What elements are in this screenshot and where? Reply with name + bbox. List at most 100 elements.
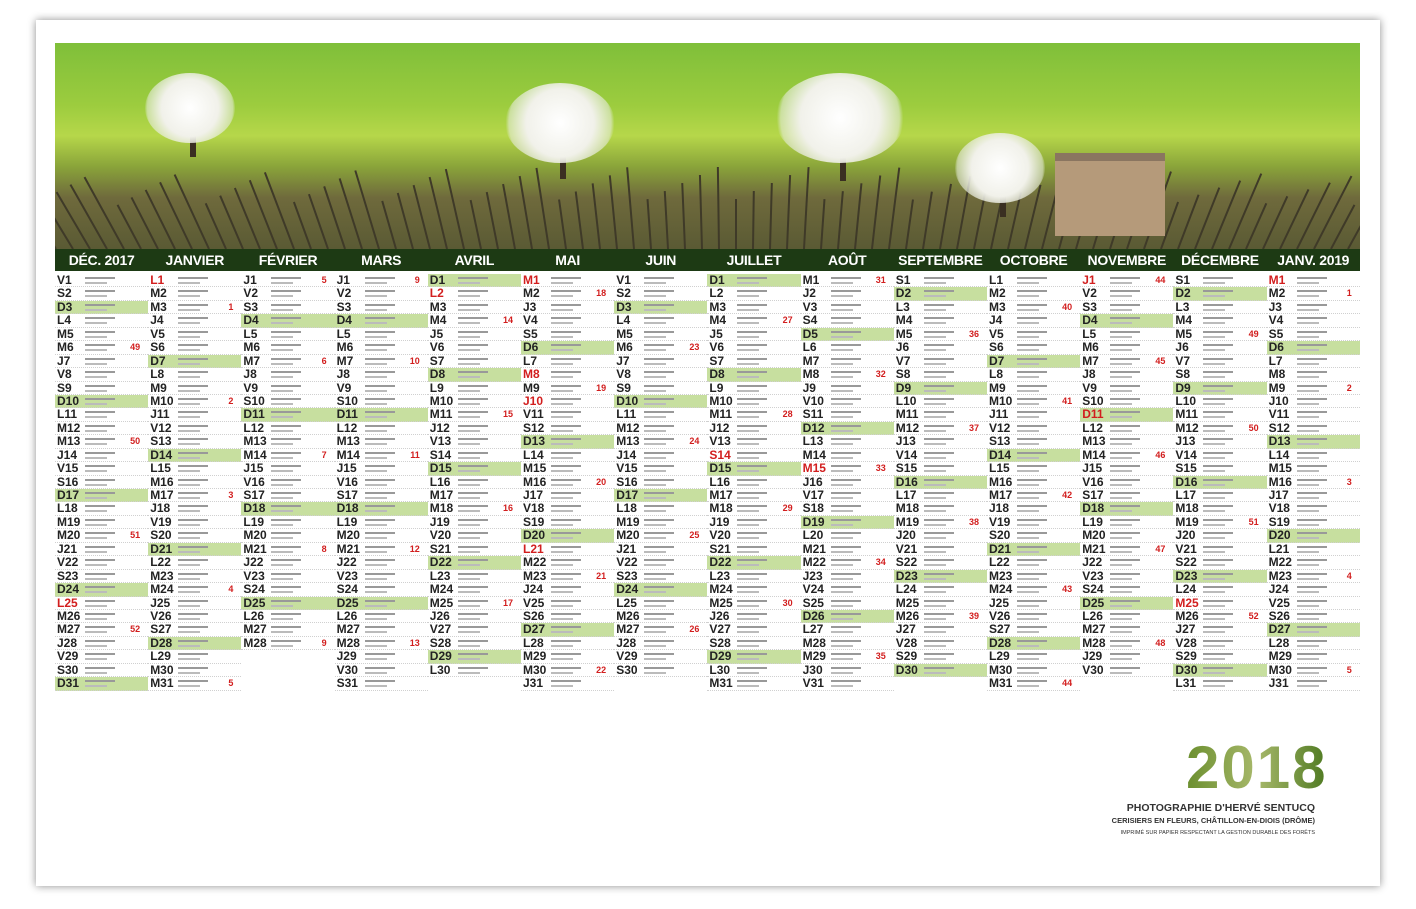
day-row: D23 — [893, 569, 987, 584]
saint-name — [644, 424, 675, 427]
saint-name — [737, 617, 760, 620]
day-row: J22 — [334, 556, 428, 570]
day-row: S10 — [241, 394, 335, 409]
day-label: L22 — [150, 555, 171, 570]
day-label: J29 — [1082, 649, 1103, 664]
day-row: L17 — [1173, 489, 1267, 503]
day-row: L28 — [1266, 636, 1360, 651]
saint-name — [1110, 532, 1141, 535]
vine-row — [469, 199, 482, 249]
day-label: J31 — [1268, 676, 1289, 691]
day-row: M29 — [521, 650, 615, 664]
saint-name — [364, 308, 387, 311]
day-label: M6 — [336, 340, 354, 355]
saint-name — [178, 303, 209, 306]
saint-name — [178, 639, 209, 642]
day-label: L8 — [150, 367, 165, 382]
saint-name — [551, 572, 581, 575]
saint-name — [271, 497, 294, 499]
saint-name — [1017, 644, 1039, 647]
day-label: J21 — [57, 541, 78, 556]
saint-name — [1110, 559, 1141, 562]
saint-name — [1296, 666, 1327, 669]
saint-name — [737, 371, 768, 374]
saint-name — [1017, 492, 1047, 494]
saint-name — [830, 429, 853, 432]
day-row: V14 — [1173, 448, 1267, 463]
saint-name — [737, 559, 768, 562]
day-row: D23 — [1173, 569, 1267, 584]
saint-name — [830, 397, 861, 400]
day-row: J22 — [1080, 556, 1174, 570]
day-row: L21 — [521, 542, 615, 557]
day-label: L26 — [1082, 608, 1103, 623]
day-row: L24 — [1173, 583, 1267, 597]
day-row: M26 52 — [1173, 609, 1267, 624]
saint-name — [85, 666, 115, 669]
saint-name — [1296, 376, 1319, 379]
day-label: J21 — [616, 541, 637, 556]
saint-name — [644, 344, 675, 347]
saint-name — [364, 523, 387, 526]
day-row: M26 — [55, 609, 149, 624]
saint-name — [551, 559, 581, 562]
saint-name — [85, 465, 115, 468]
saint-name — [1203, 438, 1234, 441]
saint-name — [271, 612, 302, 615]
saint-name — [178, 335, 201, 338]
saint-name — [1110, 644, 1133, 647]
day-label: V16 — [243, 474, 265, 489]
day-row: D16 — [1173, 475, 1267, 489]
saint-name — [1296, 483, 1319, 486]
day-label: M21 — [802, 541, 826, 556]
day-row: V21 — [893, 542, 987, 557]
saint-name — [830, 335, 853, 338]
saint-name — [923, 322, 946, 325]
saint-name — [923, 545, 954, 548]
week-number: 42 — [1062, 490, 1073, 500]
saint-name — [1296, 478, 1327, 481]
saint-name — [551, 604, 573, 607]
saint-name — [1017, 604, 1039, 607]
day-label: D18 — [336, 501, 359, 516]
day-list: J1 5 V2 S3 D4 L5 M6 M7 6 J8 V9 S10 D11 L12 M13 M14 7 J15 V… — [241, 274, 335, 651]
week-number: 23 — [689, 342, 700, 353]
day-label: J25 — [989, 595, 1010, 610]
saint-name — [551, 322, 573, 325]
saint-name — [1110, 277, 1141, 279]
saint-name — [364, 631, 387, 634]
day-label: M10 — [429, 393, 454, 408]
day-label: M25 — [429, 595, 454, 610]
saint-name — [1203, 577, 1226, 580]
saint-name — [737, 680, 768, 683]
day-row: M12 — [55, 421, 149, 436]
saint-name — [644, 322, 667, 325]
saint-name — [737, 577, 760, 580]
saint-name — [644, 483, 667, 486]
saint-name — [364, 545, 395, 548]
day-label: M27 — [243, 622, 267, 637]
day-label: M4 — [709, 313, 727, 328]
day-label: M29 — [802, 649, 826, 664]
day-row: D22 — [707, 556, 801, 570]
day-label: V7 — [1175, 353, 1191, 368]
day-label: D1 — [709, 273, 725, 287]
day-row: L27 — [800, 623, 894, 637]
day-row: L8 — [148, 367, 242, 382]
saint-name — [1017, 282, 1039, 284]
saint-name — [644, 586, 675, 589]
saint-name — [830, 465, 861, 468]
day-label: V22 — [57, 555, 79, 570]
day-row: S22 — [1173, 556, 1267, 570]
vine-row — [55, 191, 91, 249]
saint-name — [1203, 308, 1226, 311]
saint-name — [1110, 492, 1141, 494]
day-label: D21 — [989, 541, 1012, 556]
saint-name — [923, 666, 954, 669]
saint-name — [923, 308, 946, 311]
week-number: 9 — [321, 637, 327, 648]
day-row: M27 26 — [614, 623, 708, 637]
day-row: M8 — [521, 368, 615, 382]
day-row: M13 50 — [55, 435, 149, 449]
